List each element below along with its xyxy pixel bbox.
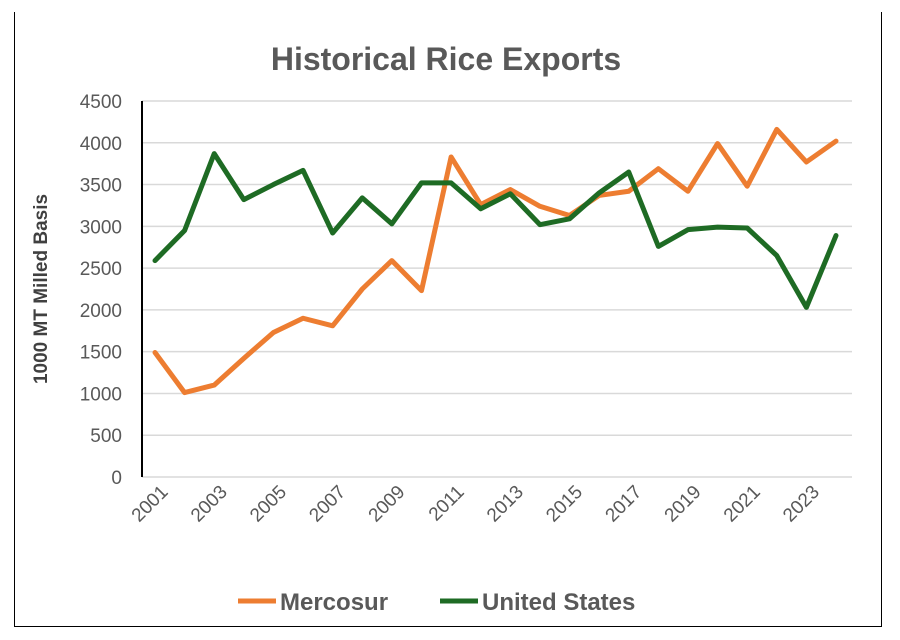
x-tick-label: 2003 xyxy=(187,482,232,527)
x-tick-label: 2019 xyxy=(661,482,706,527)
x-tick-label: 2017 xyxy=(602,482,647,527)
y-tick-label: 4500 xyxy=(80,92,122,113)
series-line-united-states xyxy=(152,151,839,310)
y-tick-label: 4000 xyxy=(80,134,122,155)
chart-frame xyxy=(14,12,882,627)
x-tick-label: 2007 xyxy=(305,482,350,527)
x-tick-label: 2001 xyxy=(128,482,173,527)
y-tick-label: 1500 xyxy=(80,343,122,364)
y-tick-label: 3000 xyxy=(80,217,122,238)
x-tick-label: 2013 xyxy=(483,482,528,527)
chart-title: Historical Rice Exports xyxy=(271,41,621,77)
x-tick-label: 2021 xyxy=(720,482,765,527)
y-tick-label: 1000 xyxy=(80,384,122,405)
series-line-mercosur xyxy=(152,126,839,396)
y-axis-label: 1000 MT Milled Basis xyxy=(31,194,52,384)
x-tick-label: 2023 xyxy=(779,482,824,527)
y-tick-label: 500 xyxy=(90,426,122,447)
x-tick-label: 2005 xyxy=(246,482,291,527)
x-tick-label: 2009 xyxy=(365,482,410,527)
legend-label: Mercosur xyxy=(280,589,388,616)
y-tick-label: 2500 xyxy=(80,259,122,280)
x-tick-label: 2011 xyxy=(425,482,469,526)
y-tick-label: 3500 xyxy=(80,176,122,197)
x-tick-label: 2015 xyxy=(542,482,587,527)
y-tick-label: 2000 xyxy=(80,301,122,322)
legend-label: United States xyxy=(482,589,635,616)
y-tick-label: 0 xyxy=(111,468,122,489)
